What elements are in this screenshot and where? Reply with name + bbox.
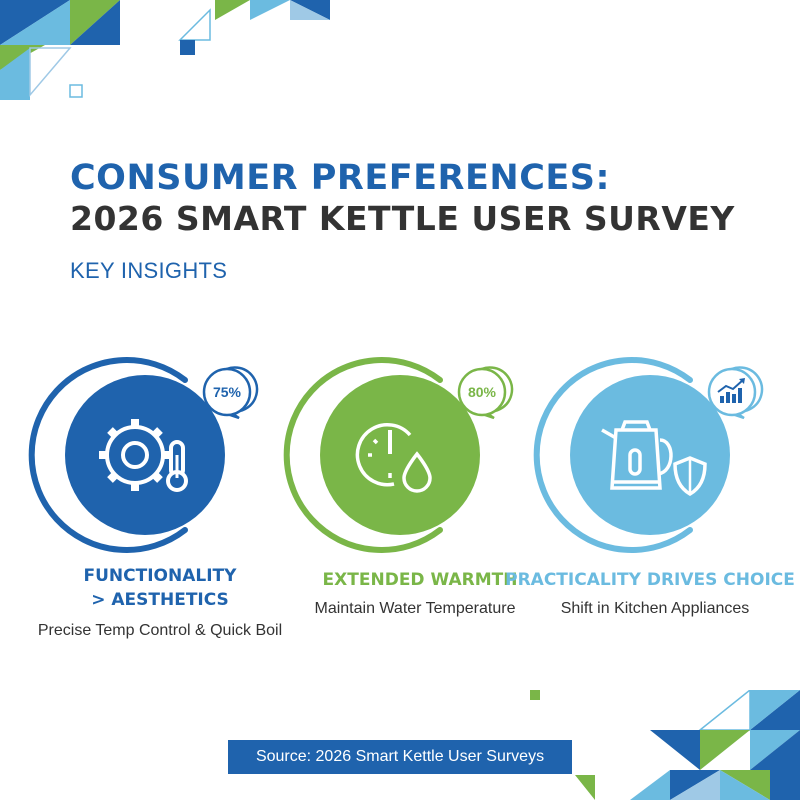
insight-description: Precise Temp Control & Quick Boil [37, 622, 283, 639]
insight-card-functionality: 75% FUNCTIONALITY > AESTHETICS Precise T… [28, 357, 285, 660]
insight-heading-line-1: FUNCTIONALITY [83, 566, 237, 586]
insight-heading-line-2: > AESTHETICS [91, 590, 229, 610]
source-banner: Source: 2026 Smart Kettle User Surveys [228, 740, 572, 774]
insight-card-warmth: 80% EXTENDED WARMTH Maintain Water Tempe… [275, 357, 525, 660]
trend-up-chart-icon [707, 366, 764, 420]
insight-description: Maintain Water Temperature [314, 600, 516, 617]
gear-thermometer-icon [99, 419, 188, 492]
insight-card-practicality: PRACTICALITY DRIVES CHOICE Shift in Kitc… [505, 357, 795, 660]
insight-heading: EXTENDED WARMTH [322, 570, 518, 590]
insight-circle [28, 357, 259, 553]
section-subtitle: KEY INSIGHTS [70, 258, 228, 283]
insight-description: Shift in Kitchen Appliances [560, 600, 750, 617]
kettle-shield-icon [601, 420, 707, 497]
insight-circle [533, 357, 764, 553]
percent-badge: 75% [212, 384, 242, 400]
insight-heading: PRACTICALITY DRIVES CHOICE [505, 570, 795, 590]
percent-badge: 80% [467, 384, 497, 400]
title-line-2: 2026 SMART KETTLE USER SURVEY [70, 199, 735, 239]
title-line-1: CONSUMER PREFERENCES: [70, 158, 611, 198]
corner-decoration-bottom-right [530, 690, 800, 800]
clock-droplet-icon [355, 423, 432, 493]
corner-decoration-top-left [0, 0, 330, 100]
insight-circle [283, 357, 514, 553]
page-title: CONSUMER PREFERENCES: 2026 SMART KETTLE … [70, 158, 735, 238]
insight-heading: FUNCTIONALITY > AESTHETICS [35, 564, 285, 612]
